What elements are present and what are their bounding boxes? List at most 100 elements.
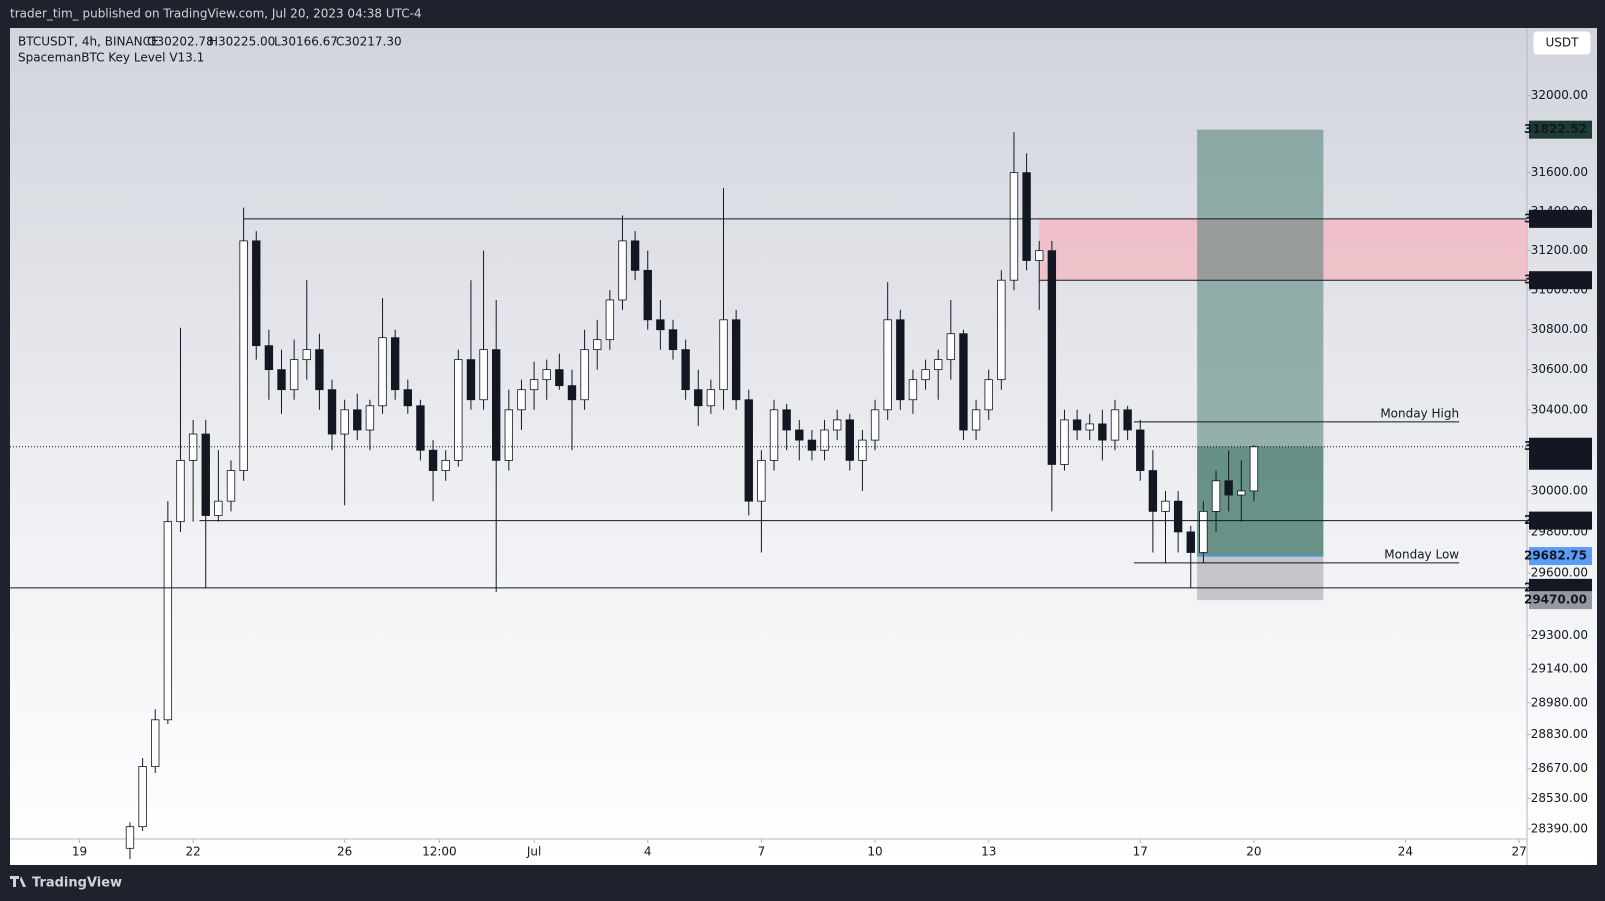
candle-body [542,369,551,381]
x-tick-label: 24 [1398,845,1413,859]
candle-body [845,419,854,461]
candle-body [252,240,261,347]
y-tick-label: 31600.00 [1531,165,1588,179]
candle-body [315,349,324,391]
candle-body [555,369,564,387]
price-tag-label: 31050.00 [1524,273,1587,287]
candle-body [416,405,425,451]
price-tag [1529,120,1592,139]
candle-body [176,459,185,523]
candle-body [264,345,274,371]
x-tick-label: 27 [1511,845,1526,859]
y-tick-label: 28980.00 [1531,695,1588,709]
candle-body [656,319,665,331]
x-tick-label: 10 [867,845,882,859]
indicator-name: SpacemanBTC Key Level V13.1 [18,51,204,65]
candle-body [390,337,400,391]
candle-body [668,329,678,351]
candle-body [731,319,741,401]
price-tag [1529,547,1592,566]
candle-body [1022,172,1031,261]
x-tick-label: 22 [185,845,200,859]
candle-body [125,826,135,849]
candle-body [643,269,652,321]
x-tick-label: Jul [526,845,541,859]
header: trader_tim_ published on TradingView.com… [10,7,422,21]
candle-body [454,359,463,461]
candle-body [820,429,829,451]
y-tick-label: 30400.00 [1531,402,1588,416]
candle-body [1224,480,1233,496]
y-tick-label: 28830.00 [1531,727,1588,741]
candle-body [1123,409,1132,431]
candle-body [1199,510,1208,553]
candle-body [403,389,412,407]
candle-body [719,319,728,391]
price-tag-label: 29855.09 [1524,513,1587,527]
y-tick-label: 31200.00 [1531,243,1588,257]
candle-body [1060,419,1069,465]
candle-body [1249,446,1259,492]
x-tick-label: 17 [1133,845,1148,859]
candle-body [997,279,1006,381]
candle-body [618,240,627,301]
candle-body [769,409,779,461]
candle-body [1186,531,1195,553]
candle-body [302,349,311,361]
x-tick-label: 7 [758,845,766,859]
candle-body [694,389,703,407]
candle-body [896,319,905,401]
candle-body [1085,423,1094,431]
candle-body [239,240,248,471]
candle-body [529,379,539,391]
candle-body [517,389,526,411]
candle-body [870,409,880,441]
candle-body [201,433,210,516]
currency-label[interactable]: USDT [1546,36,1580,50]
candle-body [681,349,690,391]
candle-body [163,521,173,721]
legend-high: H30225.00 [209,35,275,49]
y-tick-label: 28670.00 [1531,761,1588,775]
candle-body [492,349,501,461]
price-tag [1529,511,1592,530]
y-tick-label: 30000.00 [1531,483,1588,497]
price-tag-label: 30217.30 [1524,439,1587,453]
candle-body [226,470,236,502]
legend-open: O30202.78 [147,35,214,49]
logo [10,876,26,887]
candle-body [479,349,488,401]
y-tick-label: 30800.00 [1531,322,1588,336]
candle-body [1211,480,1221,512]
candle-body [151,719,160,767]
x-tick-label: 26 [337,845,352,859]
candle-body [1098,423,1107,441]
countdown: 03:21:18 [1533,454,1587,468]
candle-body [504,409,514,461]
legend-close: C30217.30 [336,35,402,49]
x-tick-label: 13 [981,845,996,859]
candle-body [1047,250,1057,465]
session-label: Monday Low [1384,547,1459,561]
candle-body [277,369,286,391]
candle-body [946,333,956,361]
currency-button[interactable] [1532,30,1592,56]
candle-body [782,409,791,431]
candle-body [1148,470,1158,512]
candle-body [984,379,993,411]
candle-body [340,409,349,435]
y-tick-label: 28530.00 [1531,791,1588,805]
candle-body [138,766,147,828]
candle-body [441,459,450,471]
candle-body [630,240,640,271]
x-tick-label: 19 [72,845,87,859]
candle-body [580,349,589,401]
plot-background [10,28,1597,865]
candle-body [353,409,362,431]
price-tag-label: 29682.75 [1524,549,1587,563]
price-tag-label: 31822.52 [1524,122,1587,136]
legend-symbol: BTCUSDT, 4h, BINANCE [18,35,159,49]
candle-body [327,389,337,435]
candle-body [593,339,602,351]
